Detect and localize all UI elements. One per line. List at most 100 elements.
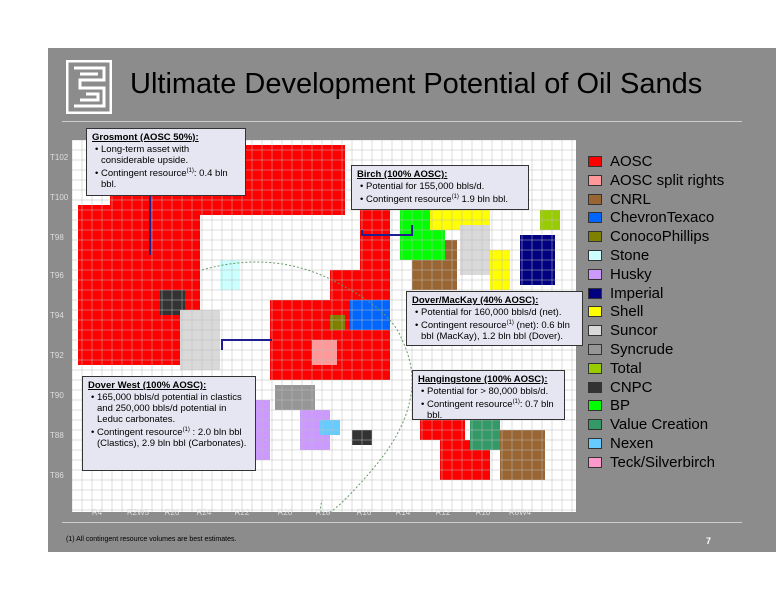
bullet: Potential for 155,000 bbls/d.: [366, 181, 523, 192]
range-label: R16: [356, 508, 372, 517]
legend-item: Syncrude: [588, 341, 673, 358]
legend-item: Total: [588, 360, 642, 377]
legend-item: ChevronTexaco: [588, 209, 714, 226]
legend-swatch: [588, 174, 602, 186]
legend-label: AOSC: [610, 153, 653, 170]
bullet-text: 1.9 bln bbl.: [458, 194, 509, 206]
township-label: T94: [50, 311, 64, 320]
lease-block: [312, 340, 337, 365]
bullet-list: Potential for > 80,000 bbls/d.Contingent…: [418, 386, 559, 421]
bullet-list: Potential for 155,000 bbls/d.Contingent …: [357, 181, 523, 205]
legend-item: CNPC: [588, 379, 653, 396]
range-label: R24: [196, 508, 212, 517]
bullet-list: Long-term asset with considerable upside…: [92, 144, 240, 190]
legend-swatch: [588, 344, 602, 355]
lease-block: [330, 315, 345, 330]
range-label: R10: [475, 508, 491, 517]
callout: Dover/MacKay (40% AOSC):Potential for 16…: [406, 291, 583, 346]
legend-label: ChevronTexaco: [610, 209, 715, 227]
range-label: R26: [164, 508, 180, 517]
lease-block: [220, 260, 240, 290]
legend-item: Husky: [588, 266, 652, 283]
legend-label: Teck/Silverbirch: [610, 453, 716, 471]
callout: Birch (100% AOSC):Potential for 155,000 …: [351, 165, 529, 210]
legend-label: CNRL: [610, 190, 651, 208]
township-label: T90: [50, 391, 64, 400]
legend-item: Suncor: [588, 322, 658, 339]
legend-swatch: [588, 419, 602, 431]
bullet: Contingent resource(1) 1.9 bln bbl.: [366, 192, 523, 205]
callout: Dover West (100% AOSC):165,000 bbls/d po…: [82, 376, 256, 471]
legend-label: Suncor: [610, 322, 658, 340]
legend-swatch: [588, 250, 602, 261]
bullet: Long-term asset with considerable upside…: [101, 144, 240, 166]
arrow: [221, 339, 272, 350]
lease-block: [275, 385, 315, 410]
legend-label: Total: [610, 359, 642, 377]
lease-block: [500, 430, 545, 480]
callout-title: Grosmont (AOSC 50%):: [92, 132, 199, 143]
legend-label: Husky: [610, 265, 652, 283]
legend-item: Value Creation: [588, 416, 708, 433]
callout-title: Hangingstone (100% AOSC):: [418, 374, 548, 385]
bullet-text: Potential for 155,000 bbls/d.: [366, 181, 485, 192]
legend-label: AOSC split rights: [610, 171, 725, 189]
arrow: [361, 225, 413, 236]
bullet: Potential for 160,000 bbls/d (net).: [421, 307, 577, 318]
footnote-ref: (1): [451, 194, 459, 200]
page-number: 7: [706, 536, 712, 546]
legend-item: AOSC: [588, 153, 653, 170]
bullet-text: : 0.4 bln bbl.: [101, 168, 228, 191]
legend-label: Syncrude: [610, 341, 674, 358]
legend-swatch: [588, 231, 602, 243]
bullet: 165,000 bbls/d potential in clastics and…: [97, 392, 250, 425]
footnote-ref: (1): [512, 399, 520, 405]
range-label: R14: [395, 508, 411, 517]
bullet-text: (net): 0.6 bln bbl (MacKay), 1.2 bln bbl…: [421, 320, 570, 343]
bullet-text: Potential for 160,000 bbls/d (net).: [421, 307, 562, 318]
range-label: R4: [91, 508, 103, 517]
legend-label: Imperial: [610, 284, 664, 302]
range-label: R12: [435, 508, 451, 517]
legend-swatch: [588, 268, 602, 280]
bullet-text: : 2.0 bln bbl (Clastics), 2.9 bln bbl (C…: [97, 427, 247, 450]
callout: Hangingstone (100% AOSC):Potential for >…: [412, 370, 565, 421]
bullet: Contingent resource(1) (net): 0.6 bln bb…: [421, 318, 577, 342]
range-label: R18: [315, 508, 331, 517]
river: [201, 261, 413, 512]
legend-label: BP: [610, 397, 631, 415]
legend-label: CNPC: [610, 378, 653, 396]
legend-label: Value Creation: [610, 416, 709, 434]
rule: [62, 522, 742, 523]
legend-label: Shell: [610, 303, 644, 321]
township-label: T88: [50, 431, 64, 440]
lease-block: [320, 420, 340, 435]
legend-swatch: [588, 400, 602, 412]
bullet: Contingent resource(1) : 2.0 bln bbl (Cl…: [97, 425, 250, 449]
legend-label: Stone: [610, 247, 650, 264]
range-label: R20: [277, 508, 293, 517]
bullet-text: 165,000 bbls/d potential in clastics and…: [97, 392, 242, 425]
range-label: R2W5: [126, 508, 150, 517]
legend-label: Nexen: [610, 435, 654, 452]
legend-item: Imperial: [588, 285, 663, 302]
legend-item: Teck/Silverbirch: [588, 454, 715, 471]
township-label: T96: [50, 271, 64, 280]
legend-swatch: [588, 456, 602, 468]
legend-swatch: [588, 156, 602, 167]
range-label: R8W4: [508, 508, 532, 517]
legend-item: Nexen: [588, 435, 653, 452]
bullet-text: Contingent resource: [427, 399, 513, 411]
footnote-ref: (1): [186, 168, 194, 174]
legend-swatch: [588, 438, 602, 449]
legend-item: ConocoPhillips: [588, 228, 709, 245]
township-label: T92: [50, 351, 64, 360]
callout-title: Dover/MacKay (40% AOSC):: [412, 295, 539, 306]
bullet-text: Potential for > 80,000 bbls/d.: [427, 386, 549, 397]
bullet: Potential for > 80,000 bbls/d.: [427, 386, 559, 397]
bullet: Contingent resource(1): 0.7 bln bbl.: [427, 397, 559, 421]
bullet-text: Contingent resource: [421, 320, 507, 332]
legend-item: Stone: [588, 247, 649, 264]
callout-title: Birch (100% AOSC):: [357, 169, 448, 180]
